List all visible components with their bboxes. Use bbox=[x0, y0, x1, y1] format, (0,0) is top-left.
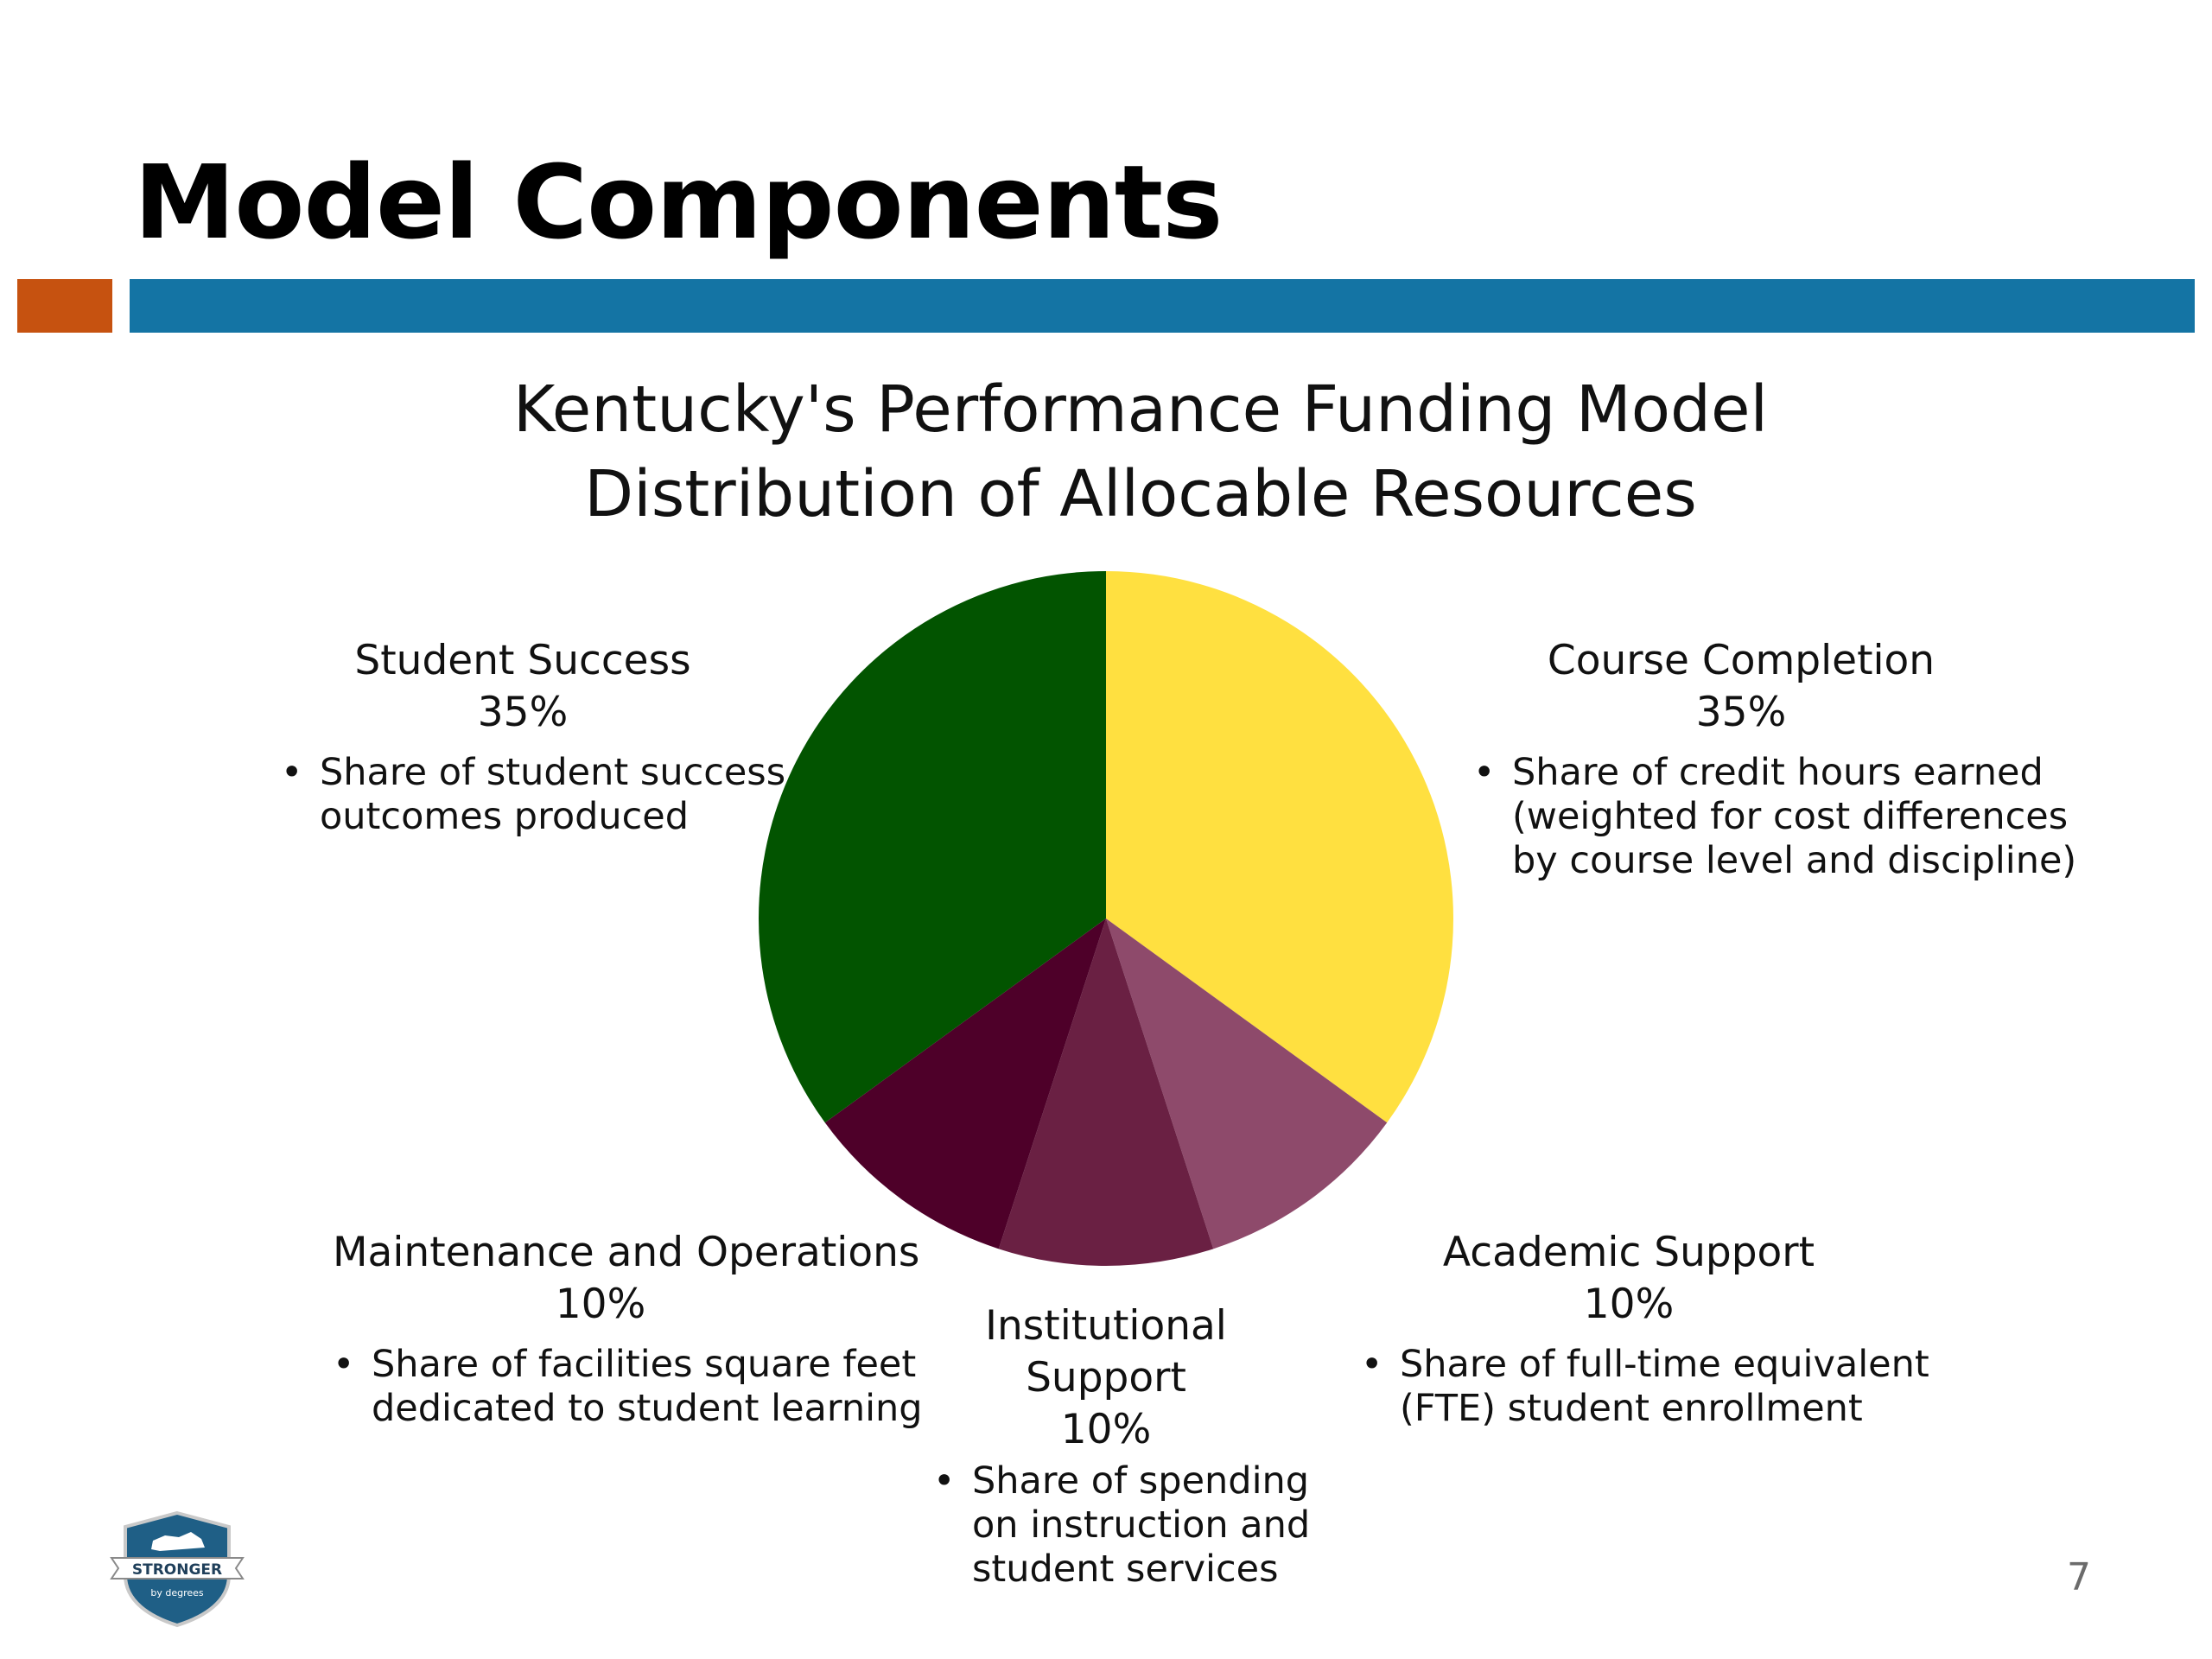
slice-label-academic-support: Academic Support bbox=[1442, 1229, 1815, 1276]
slice-percent-course-completion: 35% bbox=[1695, 689, 1787, 736]
slice-label-course-completion: Course Completion bbox=[1547, 637, 1936, 684]
description-line: Share of credit hours earned bbox=[1512, 751, 2044, 794]
callout-heading: Maintenance and Operations 10% bbox=[333, 1227, 920, 1331]
kentucky-state-icon bbox=[151, 1532, 205, 1551]
description-line: Share of student success bbox=[320, 751, 786, 794]
logo-subtext: by degrees bbox=[150, 1587, 204, 1599]
description-line: by course level and discipline) bbox=[1512, 839, 2077, 882]
description-line: Share of full-time equivalent bbox=[1400, 1343, 1929, 1386]
callout-heading: Institutional Support 10% bbox=[933, 1300, 1279, 1456]
description-line: Share of spending bbox=[972, 1459, 1310, 1503]
pie-slice-institutional-support bbox=[998, 918, 1214, 1266]
description-line: student services bbox=[972, 1548, 1279, 1591]
slide-title: Model Components bbox=[134, 143, 1223, 262]
description-line: (weighted for cost differences bbox=[1512, 795, 2069, 838]
pie-slice-academic-support bbox=[1106, 918, 1388, 1249]
slice-percent-academic-support: 10% bbox=[1583, 1281, 1675, 1328]
page-number: 7 bbox=[2067, 1555, 2091, 1599]
callout-heading: Student Success 35% bbox=[281, 635, 765, 739]
bullet-list: Share of spending on instruction and stu… bbox=[933, 1459, 1310, 1592]
bullet-list: Share of credit hours earned (weighted f… bbox=[1473, 751, 2076, 883]
slice-label-institutional-support-line-1: Institutional bbox=[985, 1302, 1227, 1350]
bullet-list: Share of full-time equivalent (FTE) stud… bbox=[1361, 1343, 1929, 1431]
pie-slice-course-completion bbox=[1106, 571, 1453, 1123]
banner-ribbon bbox=[110, 1557, 245, 1580]
orange-accent-bar bbox=[17, 279, 112, 333]
description-line: outcomes produced bbox=[320, 795, 690, 838]
callout-maintenance-operations: Maintenance and Operations 10% Share of … bbox=[333, 1227, 923, 1431]
chart-title: Kentucky's Performance Funding Model Dis… bbox=[0, 367, 2212, 537]
description-line: Share of facilities square feet bbox=[372, 1343, 917, 1386]
bullet-item: Share of facilities square feet dedicate… bbox=[333, 1343, 923, 1431]
bullet-item: Share of student success outcomes produc… bbox=[281, 751, 785, 839]
description-line: dedicated to student learning bbox=[372, 1387, 923, 1430]
pie-slice-student-success bbox=[759, 571, 1106, 1123]
slice-percent-maintenance-operations: 10% bbox=[555, 1281, 646, 1328]
description-line: (FTE) student enrollment bbox=[1400, 1387, 1863, 1430]
slice-label-student-success: Student Success bbox=[354, 637, 691, 684]
bullet-item: Share of spending on instruction and stu… bbox=[933, 1459, 1310, 1592]
blue-accent-bar bbox=[130, 279, 2195, 333]
description-line: on instruction and bbox=[972, 1503, 1311, 1547]
slice-percent-student-success: 35% bbox=[477, 689, 569, 736]
callout-course-completion: Course Completion 35% Share of credit ho… bbox=[1473, 635, 2076, 883]
callout-academic-support: Academic Support 10% Share of full-time … bbox=[1361, 1227, 1929, 1431]
pie-slice-maintenance-and-operations bbox=[824, 918, 1106, 1249]
slice-percent-institutional-support: 10% bbox=[1060, 1406, 1152, 1453]
callout-institutional-support: Institutional Support 10% Share of spend… bbox=[933, 1300, 1310, 1592]
bullet-item: Share of credit hours earned (weighted f… bbox=[1473, 751, 2076, 883]
slice-label-maintenance-operations: Maintenance and Operations bbox=[333, 1229, 920, 1276]
callout-student-success: Student Success 35% Share of student suc… bbox=[281, 635, 785, 839]
bullet-list: Share of student success outcomes produc… bbox=[281, 751, 785, 839]
bullet-item: Share of full-time equivalent (FTE) stud… bbox=[1361, 1343, 1929, 1431]
callout-heading: Course Completion 35% bbox=[1473, 635, 2009, 739]
bullet-list: Share of facilities square feet dedicate… bbox=[333, 1343, 923, 1431]
chart-title-line-2: Distribution of Allocable Resources bbox=[584, 457, 1697, 531]
callout-heading: Academic Support 10% bbox=[1361, 1227, 1897, 1331]
stronger-by-degrees-logo: STRONGER by degrees bbox=[110, 1510, 245, 1628]
chart-title-line-1: Kentucky's Performance Funding Model bbox=[512, 372, 1769, 447]
slice-label-institutional-support-line-2: Support bbox=[1026, 1354, 1186, 1402]
logo-text: STRONGER bbox=[132, 1561, 222, 1579]
